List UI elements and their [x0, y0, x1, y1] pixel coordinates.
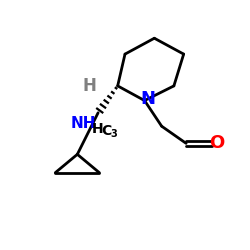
Text: N: N [141, 90, 156, 108]
Text: NH: NH [71, 116, 96, 131]
Text: C: C [102, 124, 112, 138]
Text: O: O [209, 134, 224, 152]
Text: H: H [92, 122, 103, 136]
Text: H: H [82, 77, 96, 95]
Text: 3: 3 [110, 129, 117, 139]
